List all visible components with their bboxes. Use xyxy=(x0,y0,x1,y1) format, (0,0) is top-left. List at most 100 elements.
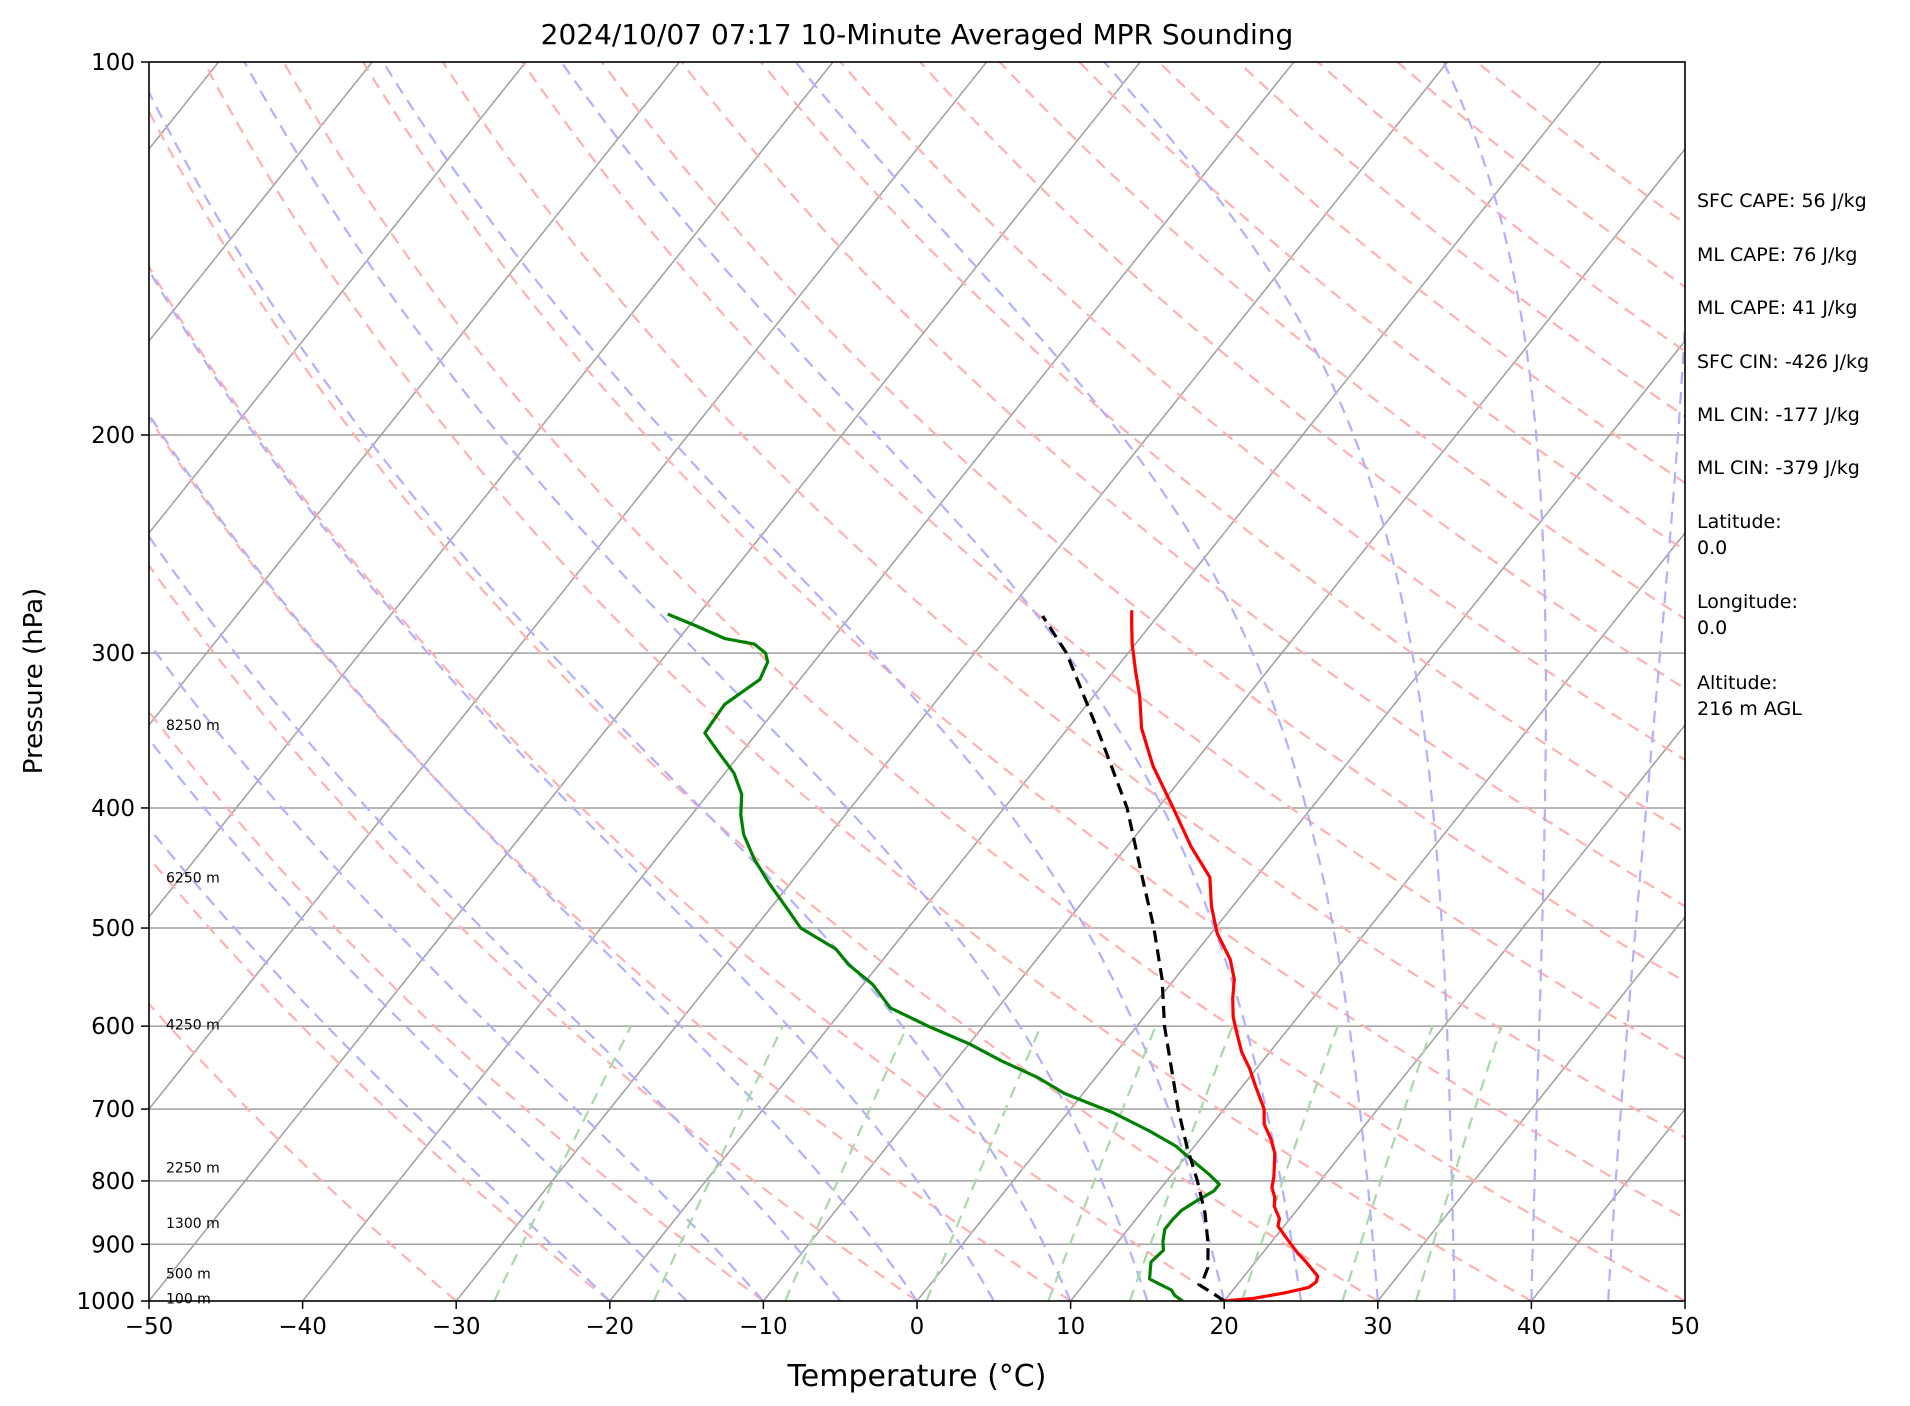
moist-adiabat-line xyxy=(149,826,611,1301)
height-label: 500 m xyxy=(166,1266,211,1282)
series-group xyxy=(667,610,1320,1301)
isotherm-line xyxy=(149,62,1141,1301)
height-label: 2250 m xyxy=(166,1160,220,1176)
moist-adiabat-line xyxy=(1442,62,1547,1301)
info-ml-cin-2: ML CIN: -379 J/kg xyxy=(1697,457,1860,479)
dewpoint-profile xyxy=(667,612,1221,1301)
height-label: 100 m xyxy=(166,1291,211,1307)
info-sfc-cin: SFC CIN: -426 J/kg xyxy=(1697,351,1870,373)
moist-adiabat-line xyxy=(1103,62,1456,1301)
dry-adiabat-line xyxy=(1078,62,1685,552)
dry-adiabat-line xyxy=(282,62,1685,1301)
info-sfc-cape: SFC CAPE: 56 J/kg xyxy=(1697,190,1867,212)
y-tick-label: 500 xyxy=(91,916,135,942)
x-tick-label: −10 xyxy=(739,1314,788,1340)
info-altitude-value: 216 m AGL xyxy=(1697,698,1802,720)
x-axis-label: Temperature (°C) xyxy=(787,1359,1047,1394)
isotherm-line xyxy=(762,147,1685,1301)
isotherm-line xyxy=(302,62,1295,1301)
mixing-ratio-line xyxy=(1128,1025,1234,1301)
x-tick-label: −20 xyxy=(586,1314,635,1340)
temperature-profile xyxy=(1130,610,1320,1301)
y-axis: 1000 900 800 700 600 500 400 300 200 100 xyxy=(76,50,149,1315)
y-tick-label: 400 xyxy=(91,796,135,822)
mixing-ratio-line xyxy=(784,1025,909,1301)
dry-adiabat-line xyxy=(919,62,1685,690)
moist-adiabat-line xyxy=(1607,302,1685,1301)
y-tick-label: 1000 xyxy=(76,1289,135,1315)
x-tick-label: 10 xyxy=(1056,1314,1085,1340)
info-altitude-label: Altitude: xyxy=(1697,672,1778,694)
y-tick-label: 700 xyxy=(91,1097,135,1123)
height-label: 8250 m xyxy=(166,718,220,734)
info-latitude-value: 0.0 xyxy=(1697,537,1728,559)
dry-adiabat-line xyxy=(521,62,1685,1061)
height-label: 1300 m xyxy=(166,1216,220,1232)
y-tick-label: 800 xyxy=(91,1169,135,1195)
mixing-ratio-line xyxy=(1240,1025,1339,1301)
moist-adiabat-line xyxy=(149,268,995,1301)
mixing-ratio-line xyxy=(1341,1025,1434,1301)
dry-adiabat-line xyxy=(760,62,1685,834)
info-ml-cin: ML CIN: -177 J/kg xyxy=(1697,404,1860,426)
dry-adiabat-line xyxy=(149,415,1072,1301)
x-tick-label: 20 xyxy=(1210,1314,1239,1340)
dry-adiabat-line xyxy=(149,108,1379,1301)
mixing-ratio-line xyxy=(1414,1025,1503,1301)
y-tick-label: 600 xyxy=(91,1014,135,1040)
height-label: 6250 m xyxy=(166,870,220,886)
info-longitude-label: Longitude: xyxy=(1697,591,1798,613)
isotherm-line xyxy=(609,62,1602,1301)
isotherm-line xyxy=(1223,723,1685,1301)
chart-title: 2024/10/07 07:17 10-Minute Averaged MPR … xyxy=(541,18,1294,51)
dry-adiabat-line xyxy=(149,563,918,1301)
y-tick-label: 100 xyxy=(91,50,135,76)
moist-adiabat-line xyxy=(560,62,1303,1301)
y-tick-label: 900 xyxy=(91,1232,135,1258)
height-label: 4250 m xyxy=(166,1017,220,1033)
isotherm-line xyxy=(149,62,988,1111)
isotherm-line xyxy=(149,62,834,919)
dry-adiabat-line xyxy=(149,709,765,1301)
dry-adiabat-line xyxy=(998,62,1685,621)
y-tick-label: 200 xyxy=(91,423,135,449)
info-latitude-label: Latitude: xyxy=(1697,511,1782,533)
height-labels: 100 m 500 m 1300 m 2250 m 4250 m 6250 m 8250 m xyxy=(166,718,220,1307)
moist-adiabat-line xyxy=(149,534,842,1301)
parcel-profile xyxy=(1041,615,1226,1301)
x-tick-label: 30 xyxy=(1363,1314,1392,1340)
info-ml-cape-2: ML CAPE: 41 J/kg xyxy=(1697,297,1858,319)
isotherm-line xyxy=(916,339,1685,1301)
x-tick-label: −50 xyxy=(125,1314,174,1340)
dry-adiabat-line xyxy=(680,62,1685,908)
isotherm-line xyxy=(149,62,680,727)
isotherm-line xyxy=(1070,531,1685,1301)
x-axis: −50 −40 −30 −20 −10 0 10 20 30 40 50 xyxy=(125,1301,1700,1340)
x-tick-label: 50 xyxy=(1670,1314,1699,1340)
reference-lines xyxy=(149,62,1685,1301)
mixing-ratio-line xyxy=(925,1025,1042,1301)
x-tick-label: −30 xyxy=(432,1314,481,1340)
mixing-ratio-line xyxy=(493,1025,633,1301)
moist-adiabat-line xyxy=(149,412,918,1301)
info-ml-cape: ML CAPE: 76 J/kg xyxy=(1697,244,1858,266)
plot-frame xyxy=(148,61,1686,1302)
moist-adiabat-line xyxy=(382,62,1226,1301)
isotherm-line xyxy=(149,62,373,343)
dry-adiabat-line xyxy=(362,62,1685,1220)
isotherm-line xyxy=(1377,915,1685,1301)
isotherm-line xyxy=(149,62,527,535)
dry-adiabat-line xyxy=(1157,62,1685,485)
dry-adiabat-line xyxy=(149,264,1225,1301)
dry-adiabat-line xyxy=(839,62,1685,762)
y-axis-label: Pressure (hPa) xyxy=(19,588,49,775)
info-longitude-value: 0.0 xyxy=(1697,617,1728,639)
moist-adiabat-line xyxy=(243,62,1149,1301)
isotherm-line xyxy=(455,62,1448,1301)
x-tick-label: 0 xyxy=(910,1314,925,1340)
x-tick-label: −40 xyxy=(278,1314,327,1340)
mixing-ratio-line xyxy=(1047,1025,1157,1301)
moist-adiabat-line xyxy=(149,737,688,1301)
dry-adiabat-line xyxy=(441,62,1685,1139)
